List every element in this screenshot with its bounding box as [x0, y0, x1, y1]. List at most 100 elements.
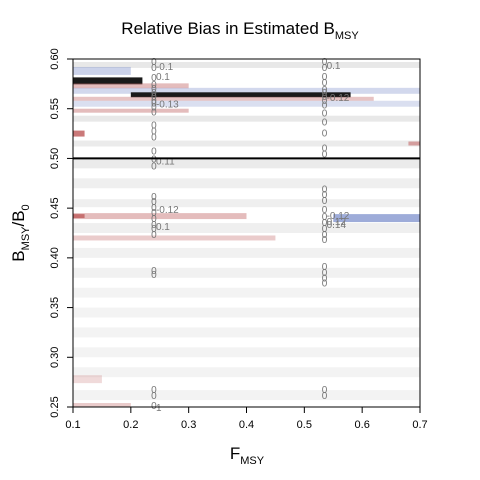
heatmap-band — [73, 403, 131, 407]
contour-zero-label: 0 — [322, 196, 328, 207]
heatmap-band — [73, 214, 85, 219]
contour-zero-label: 0 — [151, 203, 157, 214]
chart-title: Relative Bias in Estimated BMSY — [121, 19, 359, 42]
heatmap-band — [130, 92, 351, 98]
x-tick-label: 0.2 — [123, 419, 138, 431]
heatmap-band — [73, 347, 420, 358]
contour-zero-label: 0 — [151, 161, 157, 172]
y-tick-label: 0.45 — [49, 197, 61, 218]
y-axis-title-mid: /B — [9, 210, 28, 226]
contour-zero-label: 0 — [151, 88, 157, 99]
y-axis: 0.25 0.30 0.35 0.40 0.45 0.50 0.55 0.60 — [49, 48, 73, 418]
chart-title-main: Relative Bias in Estimated B — [121, 19, 335, 38]
contour-value-label: 0.11 — [156, 156, 175, 167]
contour-labels: -0.10.1-0.130.11-0.120.110.1-0.12-0.120.… — [156, 61, 350, 414]
y-axis-title-sub1: MSY — [20, 226, 32, 251]
contour-zero-label: 0 — [151, 146, 157, 157]
y-tick-label: 0.60 — [49, 48, 61, 69]
contour-zero-label: 0 — [151, 270, 157, 281]
contour-zero-label: 0 — [322, 72, 328, 83]
contour-zero-label: 0 — [151, 80, 157, 91]
contour-value-label: 0.12 — [327, 217, 347, 228]
heatmap-band — [73, 327, 420, 338]
y-axis-title-main: B — [9, 250, 28, 261]
contour-zero-label: 0 — [151, 103, 157, 114]
contour-zero-label: 0 — [322, 101, 328, 112]
contour-value-label: 0.14 — [327, 220, 347, 231]
contour-zero-label: 0 — [151, 57, 157, 68]
contour-zero-label: 0 — [322, 143, 328, 154]
heatmap-band — [73, 158, 420, 169]
heatmap-band — [73, 390, 420, 401]
contour-zero-label: 0 — [151, 63, 157, 74]
contour-zero-label: 0 — [151, 208, 157, 219]
chart-title-sub: MSY — [335, 30, 360, 42]
contour-zero-markers: 0000000000000000000000000000000000000000… — [151, 57, 328, 412]
x-tick-label: 0.6 — [355, 419, 370, 431]
y-axis-title: BMSY/B0 — [9, 204, 32, 261]
heatmap-band — [73, 178, 420, 189]
heatmap-band — [73, 140, 420, 147]
y-tick-label: 0.35 — [49, 297, 61, 318]
contour-value-label: -0.13 — [156, 100, 179, 111]
contour-value-label: 0.1 — [156, 222, 170, 233]
contour-zero-label: 0 — [322, 274, 328, 285]
y-tick-label: 0.40 — [49, 247, 61, 268]
heatmap-band — [73, 287, 420, 298]
contour-zero-label: 0 — [151, 121, 157, 132]
heatmap-band — [73, 307, 420, 318]
x-tick-label: 0.3 — [181, 419, 196, 431]
contour-zero-label: 0 — [151, 99, 157, 110]
contour-zero-label: 0 — [322, 149, 328, 160]
y-axis-title-sub2: 0 — [20, 204, 32, 210]
x-axis: 0.1 0.2 0.3 0.4 0.5 0.6 0.7 — [65, 407, 428, 431]
contour-zero-label: 0 — [322, 218, 328, 229]
contour-zero-label: 0 — [322, 85, 328, 96]
contour-zero-label: 0 — [322, 224, 328, 235]
contour-zero-label: 0 — [151, 224, 157, 235]
contour-zero-label: 0 — [322, 391, 328, 402]
heatmap-band — [73, 267, 420, 278]
heatmap-band — [73, 83, 189, 89]
contour-zero-label: 0 — [151, 214, 157, 225]
y-tick-label: 0.25 — [49, 396, 61, 417]
contour-zero-label: 0 — [322, 57, 328, 68]
contour-zero-label: 0 — [322, 96, 328, 107]
contour-value-label: 1 — [156, 403, 162, 414]
heatmap-band — [408, 141, 420, 146]
x-tick-label: 0.5 — [297, 419, 312, 431]
heatmap-band — [73, 96, 374, 101]
heatmap-bands — [73, 61, 420, 407]
contour-zero-label: 0 — [322, 190, 328, 201]
heatmap-band — [73, 66, 131, 75]
heatmap-band — [73, 247, 420, 258]
contour-value-label: -0.12 — [156, 205, 179, 216]
heatmap-band — [333, 214, 420, 223]
contour-zero-label: 0 — [151, 230, 157, 241]
contour-value-label: -0.12 — [327, 211, 350, 222]
contour-value-label: 0.1 — [327, 61, 341, 72]
contour-zero-label: 0 — [151, 133, 157, 144]
contour-zero-label: 0 — [322, 118, 328, 129]
contour-zero-label: 0 — [322, 205, 328, 216]
contour-zero-label: 0 — [322, 109, 328, 120]
heatmap-band — [73, 77, 143, 85]
contour-zero-label: 0 — [322, 78, 328, 89]
contour-zero-label: 0 — [322, 129, 328, 140]
heatmap-band — [73, 199, 420, 208]
heatmap-band — [73, 108, 189, 113]
contour-zero-label: 0 — [322, 92, 328, 103]
heatmap-band — [73, 61, 420, 68]
heatmap-band — [73, 235, 276, 241]
contour-zero-label: 0 — [322, 63, 328, 74]
contour-zero-label: 0 — [151, 108, 157, 119]
heatmap-band — [73, 130, 85, 137]
contour-value-label: 0.1 — [156, 72, 170, 83]
x-tick-label: 0.7 — [412, 419, 427, 431]
contour-zero-label: 0 — [322, 235, 328, 246]
x-axis-title-sub: MSY — [240, 455, 265, 467]
contour-value-label: -0.12 — [327, 93, 350, 104]
contour-zero-label: 0 — [322, 262, 328, 273]
x-tick-label: 0.1 — [65, 419, 80, 431]
contour-zero-label: 0 — [322, 385, 328, 396]
